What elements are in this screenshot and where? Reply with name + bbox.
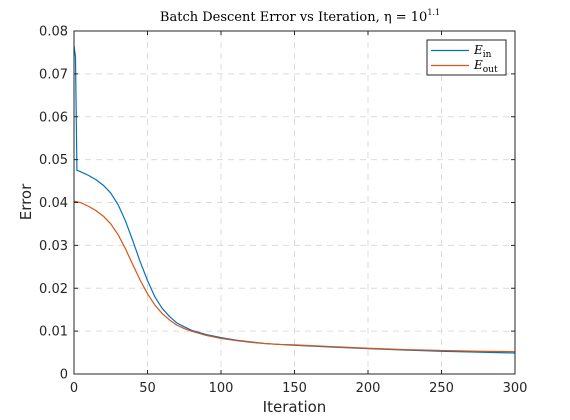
x-tick-label: 100 [209,381,234,396]
y-tick-label: 0.07 [39,67,68,82]
x-tick-label: 150 [282,381,307,396]
legend-label-eout: E [473,58,483,72]
y-tick-label: 0.03 [39,239,68,254]
y-tick-label: 0 [60,368,68,383]
chart-title-text: Batch Descent Error vs Iteration, η = 10 [160,10,427,25]
x-tick-label: 200 [356,381,381,396]
x-tick-label: 300 [503,381,528,396]
y-tick-label: 0.04 [39,196,68,211]
chart-title: Batch Descent Error vs Iteration, η = 10… [160,8,440,25]
y-tick-label: 0.02 [39,282,68,297]
chart-title-superscript: 1.1 [427,8,440,17]
legend-label-ein: E [473,43,483,57]
x-axis-label: Iteration [263,398,327,416]
x-tick-label: 50 [139,381,156,396]
legend: Ein Eout [427,40,506,75]
legend-sub-ein: in [483,50,492,60]
y-tick-label: 0.08 [39,25,68,40]
y-tick-label: 0.01 [39,325,68,340]
legend-sub-eout: out [483,65,498,75]
y-axis-label: Error [17,183,35,220]
y-tick-label: 0.06 [39,110,68,125]
y-tick-label: 0.05 [39,153,68,168]
x-tick-label: 0 [70,381,78,396]
x-tick-label: 250 [429,381,454,396]
